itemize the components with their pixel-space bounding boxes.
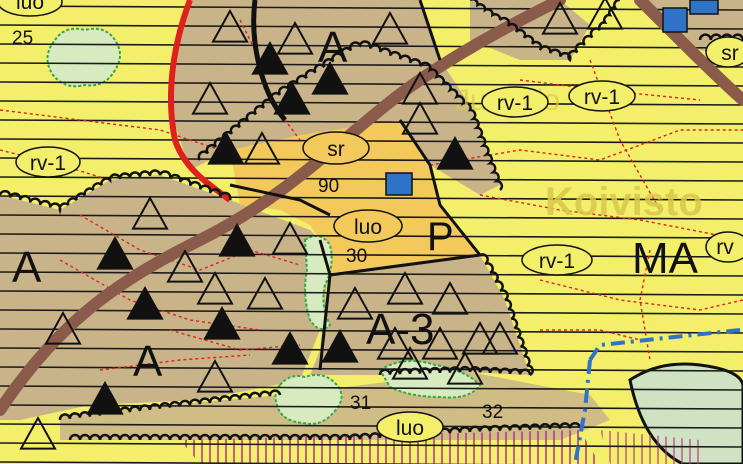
triangle-symbol xyxy=(246,275,284,310)
triangle-symbol xyxy=(386,270,424,305)
triangle-symbol xyxy=(461,320,499,355)
overlay-line xyxy=(0,290,743,296)
filled-triangle-symbol xyxy=(436,135,474,170)
parcel-number-30: 30 xyxy=(346,246,367,267)
scalloped-line xyxy=(68,421,582,441)
forest-triangles xyxy=(19,0,624,450)
triangle-symbol xyxy=(541,0,579,35)
triangle-symbol xyxy=(196,270,234,305)
filled-triangle-symbol xyxy=(271,330,309,365)
blue-square-marker xyxy=(385,172,413,196)
zone-labels: A A A A-3 P MA xyxy=(12,23,699,386)
parcel-number-25: 25 xyxy=(12,28,33,49)
triangle-symbol xyxy=(376,325,414,360)
triangle-symbol xyxy=(44,310,82,345)
blue-square-marker-top xyxy=(662,7,688,33)
triangle-symbol xyxy=(131,195,169,230)
overlay-line xyxy=(0,62,743,68)
triangle-symbol xyxy=(401,100,439,135)
triangle-symbol xyxy=(371,10,409,45)
scalloped-line xyxy=(197,40,504,191)
overlay-line xyxy=(0,423,743,429)
filled-triangle-symbol xyxy=(203,305,241,340)
zone-label-a3: A-3 xyxy=(366,305,434,354)
code-label-rv-left: rv-1 xyxy=(30,152,66,175)
code-label-sr-center: sr xyxy=(327,138,345,161)
parcel-numbers: 25 90 30 31 32 xyxy=(12,28,503,423)
overlay-line xyxy=(0,157,743,163)
filled-triangle-symbol xyxy=(251,40,289,75)
parcel-number-90: 90 xyxy=(318,176,339,197)
filled-triangle-symbol xyxy=(86,380,124,415)
triangle-symbol xyxy=(431,280,469,315)
overlay-line xyxy=(0,442,743,448)
triangle-symbol xyxy=(271,220,309,255)
code-label-rv-top-center: rv-1 xyxy=(497,92,533,115)
triangle-symbol xyxy=(19,415,57,450)
filled-triangle-symbol xyxy=(126,285,164,320)
overlay-line xyxy=(0,195,743,201)
overlay-line xyxy=(0,5,743,11)
triangle-symbol xyxy=(191,80,229,115)
overlay-line xyxy=(0,309,743,315)
zone-label-a-left: A xyxy=(12,243,42,292)
code-label-luo-top-left: luo xyxy=(16,0,44,14)
roads xyxy=(0,0,743,416)
triangle-symbol xyxy=(276,20,314,55)
overlay-line xyxy=(0,138,743,144)
filled-triangle-symbol xyxy=(321,328,359,363)
overlay-line xyxy=(0,385,743,391)
triangle-symbol xyxy=(211,8,249,43)
blue-boundary-line xyxy=(573,328,741,464)
parcel-number-32: 32 xyxy=(482,402,503,423)
overlay-line xyxy=(0,271,743,277)
overlay-line xyxy=(0,347,743,353)
triangle-symbol xyxy=(391,345,429,380)
overlay-line xyxy=(0,366,743,372)
parcel-number-31: 31 xyxy=(350,393,371,414)
zone-label-a-mid: A xyxy=(133,337,163,386)
scalloped-line xyxy=(0,169,232,215)
triangle-symbol xyxy=(243,130,281,165)
filled-triangle-symbol xyxy=(273,80,311,115)
filled-triangle-symbol xyxy=(96,235,134,270)
triangle-symbol xyxy=(586,0,624,30)
triangle-symbol xyxy=(196,358,234,393)
triangle-symbol xyxy=(421,325,459,360)
code-label-luo-bottom: luo xyxy=(396,417,424,440)
code-label-sr-top-right: sr xyxy=(721,42,739,65)
triangle-symbol xyxy=(401,70,439,105)
overlay-line xyxy=(0,404,743,410)
code-labels: rv-1 rv-1 rv-1 rv-1 rv sr sr luo luo luo xyxy=(0,0,743,443)
scalloped-line xyxy=(378,365,532,376)
filled-triangle-symbol xyxy=(311,60,349,95)
triangle-symbol xyxy=(481,320,519,355)
triangle-symbol xyxy=(446,350,484,385)
filled-triangle-symbol xyxy=(207,130,245,165)
overlay-line xyxy=(0,461,521,464)
code-label-rv-center-right: rv-1 xyxy=(539,250,575,273)
code-label-rv-far-right: rv xyxy=(716,236,734,259)
overlay-line xyxy=(0,176,743,182)
overlay-line xyxy=(0,328,743,334)
code-label-rv-top-right: rv-1 xyxy=(584,86,620,109)
zone-label-ma: MA xyxy=(632,234,699,283)
triangle-symbol xyxy=(336,285,374,320)
code-label-luo-center: luo xyxy=(354,216,382,239)
blue-square-marker-top-2 xyxy=(689,0,719,15)
scalloped-line xyxy=(479,253,535,377)
filled-triangle-symbol xyxy=(218,222,256,257)
triangle-symbol xyxy=(166,248,204,283)
place-name-label: Koivisto xyxy=(545,180,703,224)
zone-label-p: P xyxy=(427,215,454,259)
zone-label-a-top: A xyxy=(318,23,348,72)
